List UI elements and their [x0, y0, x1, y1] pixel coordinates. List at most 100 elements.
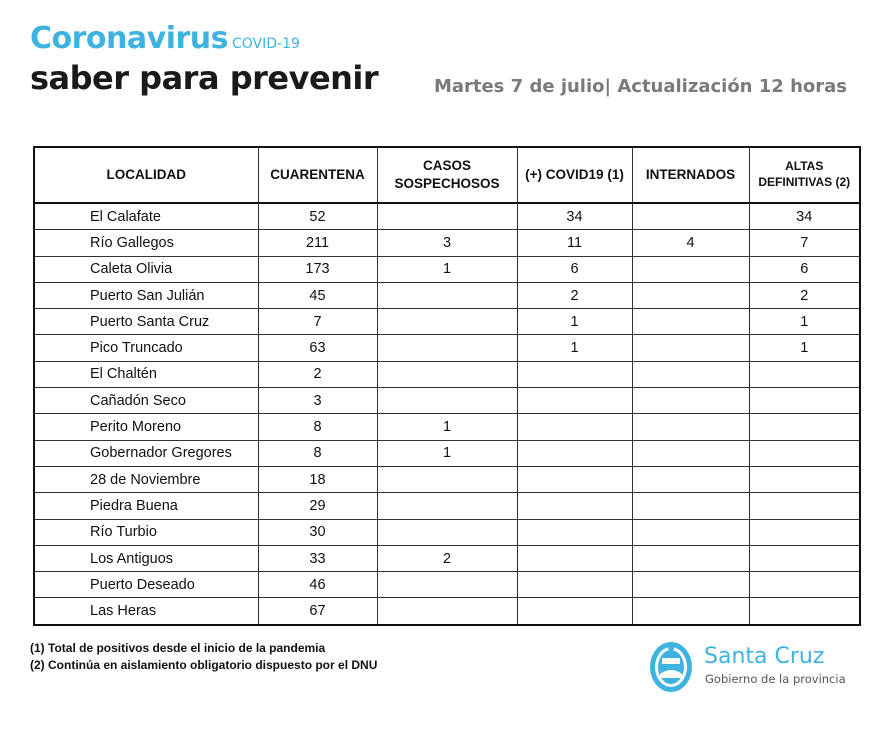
cell-altas: 6 — [748, 255, 861, 283]
cell-cuarentena: 67 — [257, 597, 378, 626]
column-header-altas-definitivas: ALTAS DEFINITIVAS (2) — [748, 146, 861, 204]
cell-altas: 34 — [748, 202, 861, 231]
table-row: Gobernador Gregores 8 1 — [33, 439, 861, 467]
cell-sospechosos — [376, 334, 518, 362]
cell-sospechosos: 3 — [376, 229, 518, 257]
cell-internados — [631, 544, 750, 573]
cell-sospechosos — [376, 281, 518, 310]
cell-internados — [631, 413, 750, 441]
footnotes: (1) Total de positivos desde el inicio d… — [30, 640, 377, 674]
cell-covid — [516, 571, 633, 599]
cell-cuarentena: 3 — [257, 387, 378, 415]
cell-altas: 1 — [748, 334, 861, 362]
logo-name: Santa Cruz — [704, 644, 825, 669]
table-row: Cañadón Seco 3 — [33, 387, 861, 415]
table-row: Perito Moreno 8 1 — [33, 413, 861, 441]
cell-altas: 7 — [748, 229, 861, 257]
cell-internados — [631, 281, 750, 310]
cell-cuarentena: 2 — [257, 360, 378, 389]
cell-covid — [516, 360, 633, 389]
logo-subtitle: Gobierno de la provincia — [705, 672, 846, 686]
cell-covid — [516, 439, 633, 467]
column-header-internados: INTERNADOS — [631, 146, 750, 204]
cell-cuarentena: 63 — [257, 334, 378, 362]
cell-localidad: Cañadón Seco — [33, 387, 259, 415]
cell-covid — [516, 544, 633, 573]
table-row: Río Gallegos 211 3 11 4 7 — [33, 229, 861, 257]
column-header-localidad: LOCALIDAD — [33, 146, 259, 204]
table-row: Los Antiguos 33 2 — [33, 544, 861, 573]
cell-localidad: Los Antiguos — [33, 544, 259, 573]
column-header-cuarentena: CUARENTENA — [257, 146, 378, 204]
cell-internados — [631, 492, 750, 520]
footnote-2: (2) Continúa en aislamiento obligatorio … — [30, 658, 378, 672]
cell-cuarentena: 173 — [257, 255, 378, 283]
header: Coronavirus COVID-19 saber para prevenir … — [0, 0, 895, 130]
cell-sospechosos: 2 — [376, 544, 518, 573]
column-header-casos-sospechosos: CASOS SOSPECHOSOS — [376, 146, 518, 204]
cell-localidad: Caleta Olivia — [33, 255, 259, 283]
table-row: Pico Truncado 63 1 1 — [33, 334, 861, 362]
cell-sospechosos: 1 — [376, 439, 518, 467]
cell-cuarentena: 8 — [257, 439, 378, 467]
cell-cuarentena: 46 — [257, 571, 378, 599]
cell-internados — [631, 597, 750, 626]
cell-cuarentena: 211 — [257, 229, 378, 257]
cell-localidad: Río Gallegos — [33, 229, 259, 257]
cell-internados: 4 — [631, 229, 750, 257]
cell-covid: 6 — [516, 255, 633, 283]
cell-covid — [516, 492, 633, 520]
cell-internados — [631, 439, 750, 467]
table-row: Río Turbio 30 — [33, 518, 861, 546]
table-row: 28 de Noviembre 18 — [33, 465, 861, 494]
table-body: El Calafate 52 34 34 Río Gallegos 211 3 11 4 7 Cal… — [33, 202, 861, 626]
cell-altas — [748, 387, 861, 415]
cell-sospechosos — [376, 518, 518, 546]
cell-cuarentena: 33 — [257, 544, 378, 573]
table-row: Puerto Santa Cruz 7 1 1 — [33, 308, 861, 336]
cell-internados — [631, 202, 750, 231]
provincial-seal-icon — [650, 642, 692, 692]
cell-altas — [748, 492, 861, 520]
cell-cuarentena: 8 — [257, 413, 378, 441]
cell-sospechosos — [376, 492, 518, 520]
cell-localidad: El Calafate — [33, 202, 259, 231]
cell-localidad: Pico Truncado — [33, 334, 259, 362]
cell-altas: 1 — [748, 308, 861, 336]
cell-sospechosos — [376, 360, 518, 389]
cell-altas — [748, 413, 861, 441]
cell-sospechosos — [376, 571, 518, 599]
cell-sospechosos — [376, 308, 518, 336]
cell-covid: 2 — [516, 281, 633, 310]
table-header-row: LOCALIDAD CUARENTENA CASOS SOSPECHOSOS (… — [33, 146, 861, 204]
cell-localidad: Gobernador Gregores — [33, 439, 259, 467]
brand-title-tag: COVID-19 — [231, 36, 300, 52]
cell-localidad: Las Heras — [33, 597, 259, 626]
cell-altas — [748, 597, 861, 626]
cell-cuarentena: 30 — [257, 518, 378, 546]
cell-localidad: Perito Moreno — [33, 413, 259, 441]
cell-covid — [516, 413, 633, 441]
column-header-covid19: (+) COVID19 (1) — [516, 146, 633, 204]
cell-covid: 1 — [516, 308, 633, 336]
cell-covid — [516, 465, 633, 494]
cell-localidad: Puerto Santa Cruz — [33, 308, 259, 336]
cell-sospechosos — [376, 202, 518, 231]
cases-table: LOCALIDAD CUARENTENA CASOS SOSPECHOSOS (… — [33, 146, 861, 626]
table-row: El Calafate 52 34 34 — [33, 202, 861, 231]
cell-cuarentena: 52 — [257, 202, 378, 231]
cell-localidad: Puerto Deseado — [33, 571, 259, 599]
cell-internados — [631, 255, 750, 283]
cell-altas — [748, 360, 861, 389]
cell-covid: 11 — [516, 229, 633, 257]
table-row: Puerto Deseado 46 — [33, 571, 861, 599]
cell-altas — [748, 518, 861, 546]
cell-internados — [631, 387, 750, 415]
table-row: Caleta Olivia 173 1 6 6 — [33, 255, 861, 283]
cell-sospechosos: 1 — [376, 255, 518, 283]
table-row: Piedra Buena 29 — [33, 492, 861, 520]
cell-localidad: Río Turbio — [33, 518, 259, 546]
cell-sospechosos — [376, 597, 518, 626]
cell-localidad: Puerto San Julián — [33, 281, 259, 310]
cell-cuarentena: 29 — [257, 492, 378, 520]
